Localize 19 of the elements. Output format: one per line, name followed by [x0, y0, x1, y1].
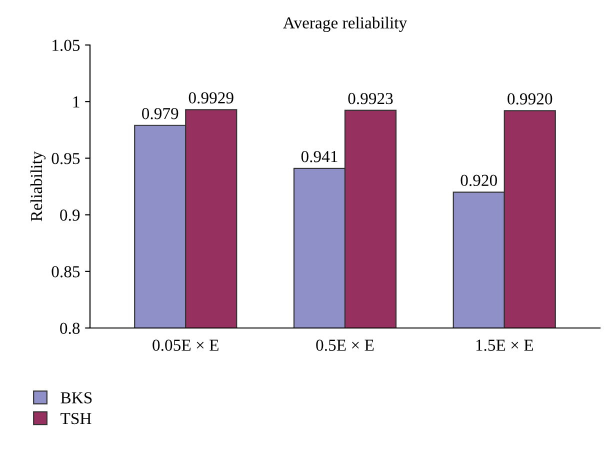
y-tick-label: 0.8 [60, 322, 80, 334]
data-label: 0.920 [460, 174, 497, 186]
y-tick-label: 0.95 [52, 152, 80, 164]
x-tick-label: 1.5E × E [476, 340, 534, 351]
data-label: 0.941 [301, 150, 338, 162]
y-tick-label: 0.9 [60, 210, 80, 221]
y-tick-label: 1 [73, 96, 80, 108]
data-label: 0.9920 [508, 93, 552, 105]
data-label: 0.9929 [188, 92, 234, 104]
data-label: 0.9923 [348, 92, 393, 104]
x-tick-label: 0.05E × E [152, 340, 218, 351]
data-label: 0.979 [142, 108, 178, 120]
x-tick-label: 0.5E × E [316, 340, 374, 351]
chart-title: Average reliability [283, 16, 408, 32]
legend-label: TSH [60, 412, 92, 424]
y-tick-label: 0.85 [52, 266, 80, 278]
legend-label: BKS [60, 392, 92, 404]
y-axis-title: Reliability [30, 151, 46, 222]
y-tick-label: 1.05 [52, 40, 80, 52]
